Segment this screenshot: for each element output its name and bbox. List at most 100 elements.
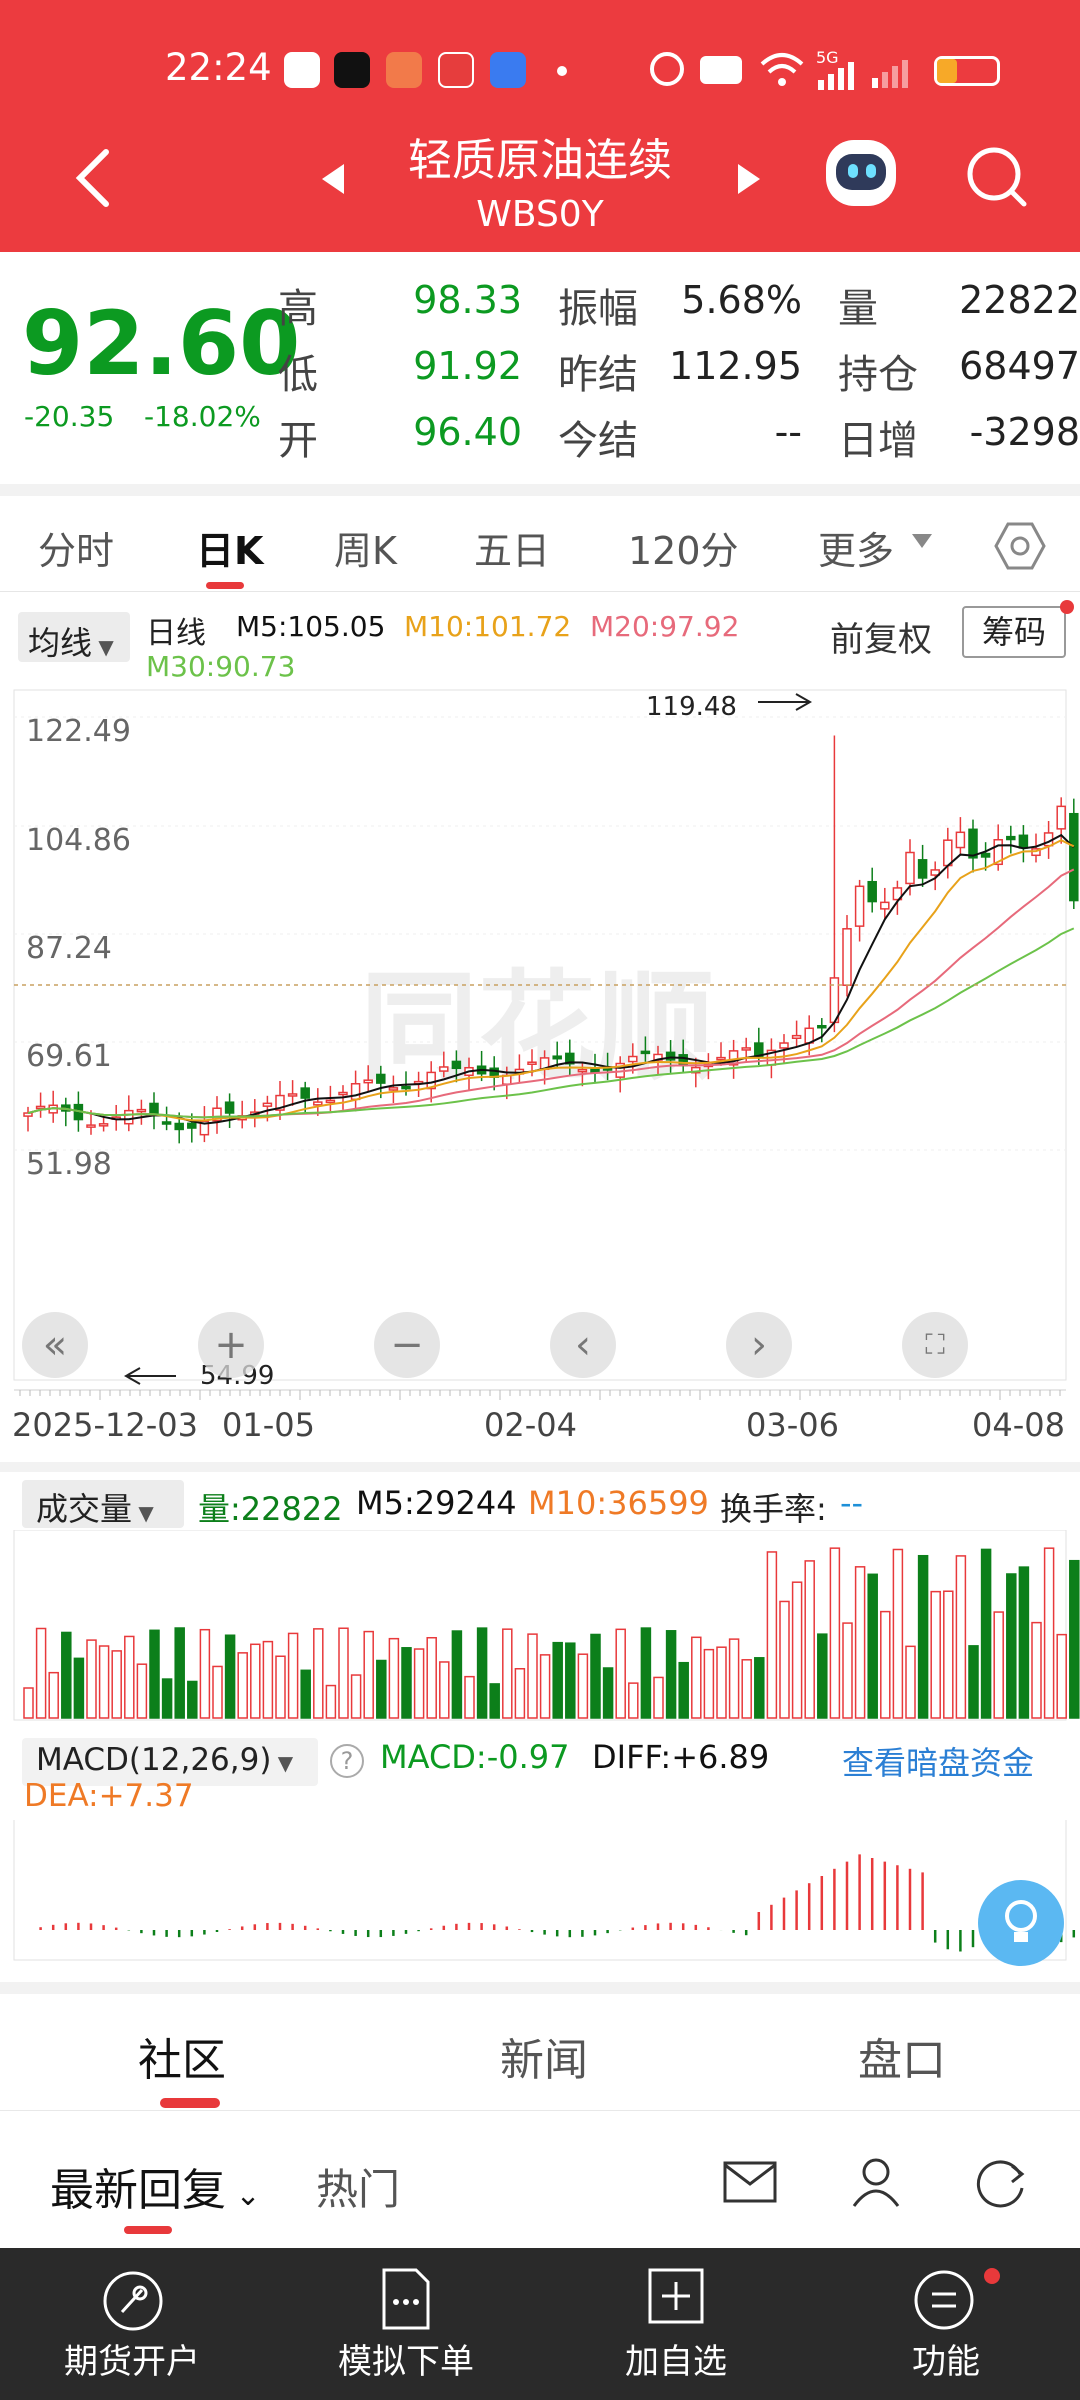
volume-bar	[489, 1683, 500, 1719]
grid-lines	[14, 716, 1066, 1151]
indicator-select[interactable]: 成交量 ▼	[22, 1480, 184, 1528]
search-icon[interactable]	[964, 144, 1030, 210]
robot-assistant-icon[interactable]	[826, 140, 896, 206]
hot-tab[interactable]: 热门	[316, 2165, 401, 2214]
volume-bar	[640, 1627, 652, 1719]
latest-reply-tab[interactable]: 最新回复 ⌄	[50, 2165, 261, 2216]
volume-bar	[61, 1631, 72, 1719]
macd-select[interactable]: MACD(12,26,9) ▼	[22, 1738, 318, 1786]
last-price: 92.60	[22, 292, 301, 395]
candle-body	[854, 885, 865, 927]
more-dropdown-icon[interactable]	[910, 532, 934, 550]
open-value: 96.40	[413, 410, 522, 454]
volume-bar	[905, 1645, 916, 1719]
candle-body	[955, 831, 966, 849]
help-icon[interactable]: ?	[330, 1744, 364, 1778]
scroll-left-icon[interactable]: ‹	[550, 1312, 616, 1378]
tab-daily-k[interactable]: 日K	[196, 529, 264, 573]
volume-frame	[13, 1530, 1067, 1721]
tab-news[interactable]: 新闻	[500, 2035, 588, 2086]
ma-select[interactable]: 均线 ▼	[18, 612, 130, 662]
candle-body	[224, 1101, 235, 1114]
zoom-in-icon[interactable]: +	[198, 1312, 264, 1378]
function-menu-icon[interactable]	[912, 2266, 976, 2332]
volume-bar	[943, 1590, 954, 1719]
nav-futures-account[interactable]: 期货开户	[64, 2342, 200, 2382]
price-change-pct: -18.02%	[144, 400, 261, 433]
tab-intraday[interactable]: 分时	[38, 529, 115, 573]
mail-icon[interactable]	[722, 2160, 778, 2204]
volume-chart	[13, 1530, 1080, 1721]
candle-body	[136, 1108, 147, 1113]
x-tick-label: 2025-12-03	[12, 1406, 198, 1444]
price-change: -20.35	[24, 400, 115, 433]
volume-bar	[527, 1633, 538, 1719]
volume-bar	[464, 1675, 475, 1719]
volume-bar	[628, 1682, 639, 1719]
volume-bar	[363, 1630, 374, 1719]
volume-bar	[98, 1645, 110, 1719]
candle-body	[174, 1122, 184, 1131]
sim-order-icon[interactable]	[378, 2266, 434, 2332]
prev-contract-icon[interactable]	[318, 162, 348, 196]
dea-value: DEA:+7.37	[24, 1778, 194, 1814]
volume-bar	[325, 1684, 337, 1719]
volume-bar	[1056, 1633, 1067, 1719]
app-notification-icon	[284, 52, 320, 88]
candle-body	[275, 1094, 285, 1111]
tab-more[interactable]: 更多	[818, 529, 895, 573]
nav-sim-order[interactable]: 模拟下单	[338, 2342, 474, 2382]
dark-pool-link[interactable]: 查看暗盘资金	[842, 1744, 1035, 1782]
volume-bar	[691, 1636, 702, 1719]
prev-settle-value: 112.95	[669, 344, 802, 388]
volume-bar	[842, 1622, 853, 1719]
back-icon[interactable]	[70, 148, 120, 208]
volume-bar	[653, 1676, 664, 1719]
tab-weekly-k[interactable]: 周K	[334, 529, 397, 573]
candle-body	[338, 1091, 348, 1096]
user-icon[interactable]	[848, 2154, 904, 2210]
candle-body	[1018, 834, 1029, 849]
volume-m5: M5:29244	[356, 1484, 517, 1522]
tab-active-indicator	[206, 582, 244, 589]
volume-bar	[401, 1647, 412, 1719]
indicator-select-label: 成交量	[36, 1490, 133, 1528]
volume-bar	[224, 1634, 236, 1719]
candle-body	[262, 1102, 273, 1107]
nav-add-watchlist[interactable]: 加自选	[625, 2342, 727, 2382]
zoom-out-icon[interactable]: −	[374, 1312, 440, 1378]
tab-five-day[interactable]: 五日	[474, 529, 551, 573]
today-settle-label: 今结	[558, 418, 638, 464]
macd-value: MACD:-0.97	[380, 1738, 570, 1776]
refresh-icon[interactable]	[972, 2154, 1030, 2210]
scroll-fast-left-icon[interactable]: «	[22, 1312, 88, 1378]
tab-order-book[interactable]: 盘口	[858, 2035, 946, 2086]
candle-body	[23, 1112, 33, 1117]
volume-bar	[212, 1665, 223, 1719]
volume-bar	[741, 1659, 752, 1719]
scroll-right-icon[interactable]: ›	[726, 1312, 792, 1378]
next-contract-icon[interactable]	[734, 162, 764, 196]
macd-bars	[39, 1854, 1076, 1952]
ma10-value: M10:101.72	[404, 610, 572, 643]
adjust-mode[interactable]: 前复权	[830, 620, 932, 660]
settings-hexagon-icon[interactable]	[994, 520, 1046, 572]
futures-account-icon[interactable]	[100, 2268, 166, 2334]
high-price-label: 119.48	[646, 692, 737, 722]
tab-120min[interactable]: 120分	[628, 529, 739, 573]
volume-bar	[111, 1650, 122, 1719]
lightbulb-icon[interactable]	[978, 1880, 1064, 1966]
add-watchlist-icon[interactable]	[646, 2266, 706, 2326]
bottom-nav	[0, 2248, 1080, 2400]
volume-bar	[1069, 1559, 1080, 1719]
section-tab-indicator	[160, 2098, 220, 2108]
candle-body	[741, 1047, 751, 1051]
chip-button[interactable]: 筹码	[962, 606, 1066, 658]
fullscreen-icon[interactable]: ⛶	[902, 1312, 968, 1378]
y-tick-label: 51.98	[26, 1147, 112, 1182]
nav-function[interactable]: 功能	[912, 2342, 980, 2382]
chart-frame	[13, 689, 1067, 1381]
y-tick-label: 104.86	[26, 823, 131, 858]
tab-community[interactable]: 社区	[138, 2035, 226, 2086]
